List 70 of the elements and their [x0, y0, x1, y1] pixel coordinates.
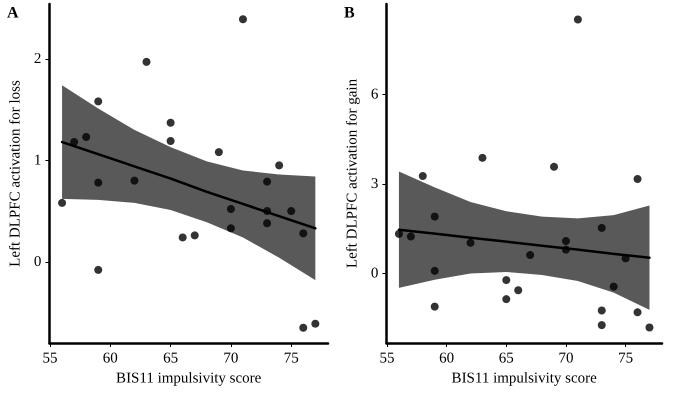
point — [406, 232, 415, 241]
x-tick-label: 60 — [439, 350, 454, 366]
point — [299, 324, 308, 332]
point — [275, 161, 284, 170]
y-axis-title: Left DLPFC activation for gain — [344, 78, 360, 268]
point — [166, 137, 175, 146]
point — [178, 233, 187, 242]
x-tick-label: 70 — [223, 350, 238, 366]
y-tick-label: 0 — [370, 266, 378, 282]
point — [94, 266, 102, 274]
point — [94, 97, 102, 106]
point — [142, 58, 150, 66]
point — [598, 306, 606, 314]
point — [263, 219, 272, 228]
point — [58, 198, 66, 207]
y-tick-label: 6 — [370, 86, 379, 103]
x-tick-label: 65 — [498, 350, 514, 366]
chart-title: B — [344, 4, 355, 22]
point — [130, 176, 138, 185]
point — [418, 172, 427, 180]
point — [645, 324, 654, 332]
point — [299, 229, 308, 238]
x-tick-label: 55 — [42, 350, 58, 366]
point — [190, 231, 199, 240]
point — [263, 207, 272, 216]
y-axis-title: Left DLPFC activation for loss — [8, 80, 24, 267]
x-tick-label: 75 — [618, 350, 634, 366]
point — [478, 154, 486, 162]
x-axis-title: BIS11 impulsivity score — [116, 370, 262, 386]
y-tick-label: 1 — [34, 152, 42, 168]
point — [562, 246, 570, 254]
x-axis-title: BIS11 impulsivity score — [452, 370, 598, 386]
x-tick-label: 75 — [284, 350, 299, 366]
point — [502, 295, 510, 304]
point — [598, 321, 606, 330]
point — [287, 207, 296, 216]
point — [214, 148, 223, 156]
x-tick-label: 55 — [379, 350, 394, 366]
line-series — [60, 140, 317, 230]
point — [466, 238, 475, 247]
y-tick-label: 3 — [370, 176, 378, 192]
point — [634, 175, 642, 184]
point — [226, 205, 235, 214]
point — [263, 178, 272, 186]
point — [94, 178, 102, 187]
point — [70, 138, 78, 146]
point — [394, 230, 403, 238]
point — [574, 16, 582, 24]
point — [430, 266, 439, 275]
point — [550, 162, 558, 171]
point — [598, 224, 606, 232]
point — [82, 132, 90, 141]
chart-title: A — [7, 4, 19, 22]
point — [502, 276, 510, 284]
y-tick-label: 2 — [34, 50, 42, 67]
x-tick-label: 60 — [102, 350, 118, 366]
point — [610, 282, 618, 291]
point — [430, 302, 439, 311]
point — [166, 118, 175, 127]
point — [311, 320, 320, 328]
point — [634, 308, 642, 316]
point — [526, 251, 534, 260]
point — [562, 237, 570, 246]
point — [514, 286, 522, 294]
point — [226, 224, 235, 232]
x-tick-label: 70 — [558, 350, 574, 366]
point — [238, 15, 247, 24]
x-tick-label: 65 — [163, 350, 178, 366]
y-tick-label: 0 — [34, 254, 42, 270]
point — [430, 212, 439, 221]
